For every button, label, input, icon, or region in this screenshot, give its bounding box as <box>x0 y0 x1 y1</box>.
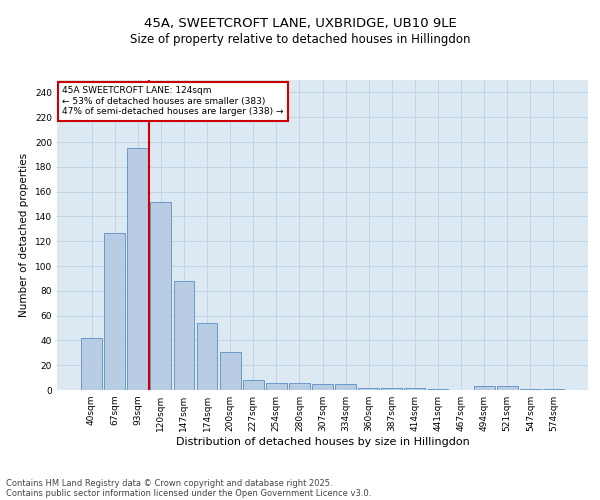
Bar <box>289 382 310 390</box>
Bar <box>243 380 263 390</box>
Bar <box>474 386 494 390</box>
Y-axis label: Number of detached properties: Number of detached properties <box>19 153 29 317</box>
Bar <box>127 148 148 390</box>
Bar <box>404 388 425 390</box>
Bar <box>104 232 125 390</box>
Text: Size of property relative to detached houses in Hillingdon: Size of property relative to detached ho… <box>130 32 470 46</box>
Bar <box>173 281 194 390</box>
Text: Contains public sector information licensed under the Open Government Licence v3: Contains public sector information licen… <box>6 488 371 498</box>
Bar <box>335 384 356 390</box>
Bar <box>543 389 564 390</box>
Bar <box>220 352 241 390</box>
Text: 45A SWEETCROFT LANE: 124sqm
← 53% of detached houses are smaller (383)
47% of se: 45A SWEETCROFT LANE: 124sqm ← 53% of det… <box>62 86 284 116</box>
Bar <box>428 389 448 390</box>
Bar <box>382 388 402 390</box>
Bar <box>197 323 217 390</box>
X-axis label: Distribution of detached houses by size in Hillingdon: Distribution of detached houses by size … <box>176 437 469 447</box>
Bar <box>497 386 518 390</box>
Bar <box>520 389 541 390</box>
Bar <box>312 384 333 390</box>
Bar <box>81 338 102 390</box>
Bar <box>266 382 287 390</box>
Bar <box>358 388 379 390</box>
Bar <box>151 202 171 390</box>
Text: 45A, SWEETCROFT LANE, UXBRIDGE, UB10 9LE: 45A, SWEETCROFT LANE, UXBRIDGE, UB10 9LE <box>143 18 457 30</box>
Text: Contains HM Land Registry data © Crown copyright and database right 2025.: Contains HM Land Registry data © Crown c… <box>6 478 332 488</box>
